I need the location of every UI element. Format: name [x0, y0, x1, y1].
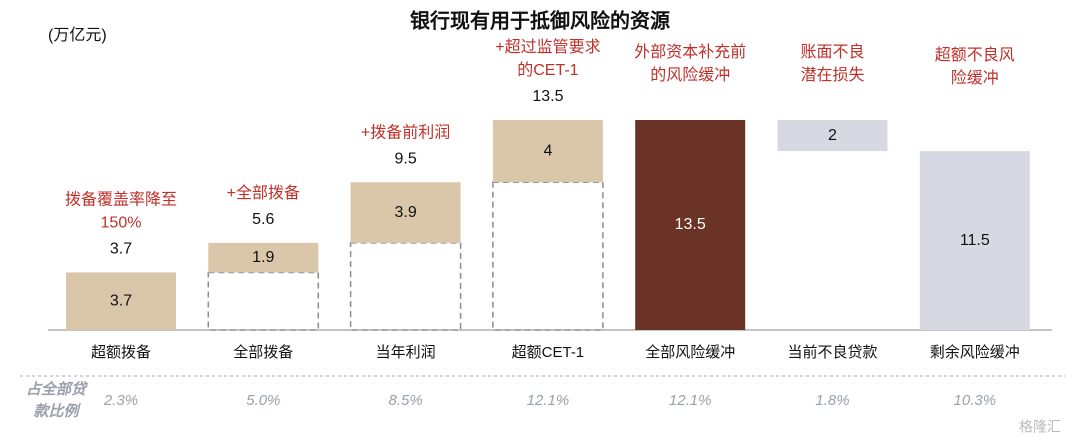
x-tick-label: 超额CET-1 [512, 344, 585, 361]
x-tick-label: 全部风险缓冲 [645, 343, 735, 361]
bar [350, 182, 461, 243]
ratio-label: 12.1% [527, 392, 570, 409]
bar-label: 1.9 [252, 249, 274, 266]
bar [919, 151, 1030, 330]
ratio-label: 2.3% [103, 392, 138, 409]
placeholder-box [492, 181, 604, 331]
watermark: 格隆汇 [1019, 419, 1061, 435]
chart-title: 银行现有用于抵御风险的资源 [410, 8, 670, 32]
x-tick-label: 超额拨备 [91, 344, 151, 361]
annotation: 的风险缓冲 [650, 66, 730, 84]
annotation: +超过监管要求 [495, 38, 600, 56]
ratio-label: 8.5% [388, 392, 422, 409]
total-label: 3.7 [110, 241, 132, 258]
unit-label: (万亿元) [48, 26, 107, 44]
x-tick-label: 当前不良贷款 [787, 344, 877, 361]
annotation: 的CET-1 [517, 61, 578, 79]
bar-label: 3.7 [110, 292, 132, 309]
placeholder-box [207, 271, 320, 331]
annotation: 150% [101, 215, 142, 232]
ratio-title: 款比例 [33, 403, 81, 420]
ratio-label: 12.1% [669, 392, 712, 409]
bar-label: 3.9 [394, 204, 416, 221]
x-tick-label: 当年利润 [376, 344, 436, 361]
annotation: 账面不良 [800, 43, 864, 61]
annotation: 超额不良风 [935, 46, 1015, 64]
bar-label: 13.5 [675, 216, 706, 233]
bar-label: 4 [543, 142, 552, 159]
total-label: 9.5 [394, 150, 416, 167]
annotation: 潜在损失 [800, 66, 864, 84]
ratio-label: 10.3% [954, 392, 997, 409]
ratio-title: 占全部贷 [26, 380, 89, 398]
annotation: +拨备前利润 [361, 123, 450, 141]
ratio-label: 1.8% [815, 392, 849, 409]
x-tick-label: 剩余风险缓冲 [930, 343, 1020, 361]
total-label: 5.6 [252, 211, 274, 228]
annotation: 险缓冲 [951, 69, 999, 87]
annotation: +全部拨备 [227, 184, 300, 202]
bar [777, 120, 888, 152]
bar [66, 272, 176, 330]
annotation: 拨备覆盖率降至 [65, 191, 177, 209]
ratio-label: 5.0% [246, 392, 280, 409]
bar [492, 120, 603, 183]
total-label: 13.5 [532, 88, 563, 105]
bar-label: 11.5 [960, 232, 990, 249]
bar-label: 2 [828, 127, 837, 144]
annotation: 外部资本补充前 [634, 43, 746, 61]
bar [208, 242, 319, 273]
placeholder-box [349, 242, 462, 331]
bar [635, 120, 746, 330]
x-tick-label: 全部拨备 [233, 343, 293, 361]
